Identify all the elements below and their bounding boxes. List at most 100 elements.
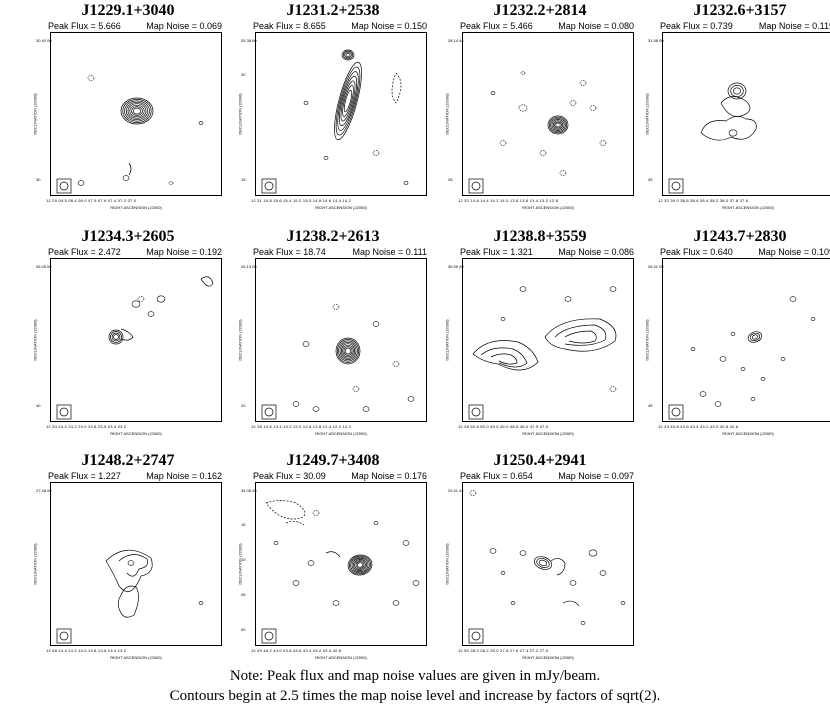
x-axis-label: RIGHT ASCENSION (J2000) <box>110 431 162 436</box>
y-tick-label: 34 08 20 <box>241 488 257 493</box>
x-axis-label: RIGHT ASCENSION (J2000) <box>110 205 162 210</box>
source-name: J1234.3+2605 <box>81 228 175 245</box>
x-tick-labels: 12 29 04.5 08.4 08.0 07.9 07.6 07.4 07.2… <box>46 198 137 203</box>
source-panel: J1231.2+2538 Peak Flux = 8.655 Map Noise =… <box>233 2 433 224</box>
x-tick-labels: 12 32 39.0 38.8 38.6 38.4 38.2 38.0 37.8… <box>658 198 749 203</box>
y-axis-label-box: DECLINATION (J2000) <box>235 32 245 196</box>
contour-plot <box>56 276 214 420</box>
map-noise-label: Map Noise = 0.162 <box>146 471 222 481</box>
y-tick-label: 31 58 00 <box>648 38 664 43</box>
y-axis-label-box: DECLINATION (J2000) <box>442 32 452 196</box>
source-panel: J1238.2+2613 Peak Flux = 18.74 Map Noise =… <box>233 228 433 450</box>
source-panel: J1232.6+3157 Peak Flux = 0.739 Map Noise =… <box>640 2 830 224</box>
y-axis-label: DECLINATION (J2000) <box>237 543 243 585</box>
map-noise-label: Map Noise = 0.069 <box>146 21 222 31</box>
x-axis-label: RIGHT ASCENSION (J2000) <box>110 655 162 660</box>
source-name: J1238.2+2613 <box>286 228 380 245</box>
source-name: J1231.2+2538 <box>286 2 380 19</box>
peak-flux-label: Peak Flux = 0.739 <box>660 21 733 31</box>
peak-flux-label: Peak Flux = 2.472 <box>48 247 121 257</box>
contour-plot <box>668 296 816 420</box>
contour-map <box>662 258 830 422</box>
source-panel: J1234.3+2605 Peak Flux = 2.472 Map Noise =… <box>28 228 228 450</box>
y-axis-label: DECLINATION (J2000) <box>444 543 450 585</box>
y-tick-label: 45 <box>648 177 653 182</box>
map-noise-label: Map Noise = 0.109 <box>758 247 830 257</box>
caption-note-line-2: Contours begin at 2.5 times the map nois… <box>169 688 661 704</box>
source-panel: J1250.4+2941 Peak Flux = 0.654 Map Noise =… <box>440 452 640 674</box>
contour-plot <box>468 490 626 644</box>
y-tick-label: 27 48 00 <box>36 488 52 493</box>
map-noise-label: Map Noise = 0.192 <box>146 247 222 257</box>
contour-map <box>462 258 634 422</box>
x-tick-labels: 12 43 43.8 43.6 43.4 43.2 43.0 42.8 42.6 <box>658 424 739 429</box>
y-tick-label: 05 <box>241 592 246 597</box>
peak-flux-label: Peak Flux = 8.655 <box>253 21 326 31</box>
peak-flux-label: Peak Flux = 1.227 <box>48 471 121 481</box>
map-noise-label: Map Noise = 0.111 <box>352 247 427 257</box>
source-name: J1243.7+2830 <box>693 228 787 245</box>
x-axis-label: RIGHT ASCENSION (J2000) <box>522 655 574 660</box>
contour-map <box>462 482 634 646</box>
contour-map <box>50 258 222 422</box>
y-axis-label: DECLINATION (J2000) <box>32 93 38 135</box>
x-axis-label: RIGHT ASCENSION (J2000) <box>722 205 774 210</box>
map-noise-label: Map Noise = 0.080 <box>558 21 634 31</box>
y-tick-label: 28 <box>448 177 453 182</box>
x-axis-label: RIGHT ASCENSION (J2000) <box>522 205 574 210</box>
map-noise-label: Map Noise = 0.119 <box>758 21 830 31</box>
y-axis-label: DECLINATION (J2000) <box>644 93 650 135</box>
source-panel: J1249.7+3408 Peak Flux = 30.09 Map Noise =… <box>233 452 433 674</box>
y-axis-label-box: DECLINATION (J2000) <box>442 482 452 646</box>
contour-map <box>255 482 427 646</box>
y-tick-label: 15 <box>241 522 246 527</box>
y-axis-label-box: DECLINATION (J2000) <box>30 32 40 196</box>
y-tick-label: 30 <box>36 177 41 182</box>
x-tick-labels: 12 50 28.3 28.2 28.0 27.8 27.6 27.4 27.2… <box>458 648 549 653</box>
map-noise-label: Map Noise = 0.176 <box>351 471 427 481</box>
x-tick-labels: 12 31 15.8 15.6 15.4 15.2 15.0 14.8 14.6… <box>251 198 352 203</box>
peak-flux-label: Peak Flux = 18.74 <box>253 247 326 257</box>
y-axis-label: DECLINATION (J2000) <box>644 319 650 361</box>
map-noise-label: Map Noise = 0.097 <box>558 471 634 481</box>
map-noise-label: Map Noise = 0.086 <box>558 247 634 257</box>
y-tick-label: 20 <box>241 403 246 408</box>
source-name: J1248.2+2747 <box>81 452 175 469</box>
peak-flux-label: Peak Flux = 5.466 <box>460 21 533 31</box>
source-name: J1232.6+3157 <box>693 2 787 19</box>
y-axis-label: DECLINATION (J2000) <box>237 319 243 361</box>
contour-plot <box>261 49 409 194</box>
y-axis-label-box: DECLINATION (J2000) <box>642 32 652 196</box>
source-name: J1232.2+2814 <box>493 2 587 19</box>
y-tick-label: 30 40 00 <box>36 38 52 43</box>
map-noise-label: Map Noise = 0.150 <box>351 21 427 31</box>
contour-plot <box>56 75 204 194</box>
source-panel: J1229.1+3040 Peak Flux = 5.666 Map Noise =… <box>28 2 228 224</box>
contour-map <box>50 32 222 196</box>
y-axis-label: DECLINATION (J2000) <box>237 93 243 135</box>
caption-note-line-1: Note: Peak flux and map noise values are… <box>229 668 601 684</box>
contour-plot <box>261 304 415 420</box>
contour-plot <box>468 71 607 194</box>
y-axis-label-box: DECLINATION (J2000) <box>30 482 40 646</box>
source-panel: J1248.2+2747 Peak Flux = 1.227 Map Noise =… <box>28 452 228 674</box>
y-axis-label-box: DECLINATION (J2000) <box>642 258 652 422</box>
y-tick-label: 29 41 44 <box>448 488 464 493</box>
x-tick-labels: 12 38 13.6 13.4 13.2 13.0 12.8 12.6 12.4… <box>251 424 352 429</box>
source-name: J1238.8+3559 <box>493 228 587 245</box>
y-tick-label: 10 <box>241 557 246 562</box>
x-axis-label: RIGHT ASCENSION (J2000) <box>315 655 367 660</box>
y-tick-label: 25 38 00 <box>241 38 257 43</box>
y-tick-label: 40 <box>36 403 41 408</box>
source-name: J1250.4+2941 <box>493 452 587 469</box>
y-tick-label: 35 59 20 <box>448 264 464 269</box>
source-panel: J1232.2+2814 Peak Flux = 5.466 Map Noise =… <box>440 2 640 224</box>
x-axis-label: RIGHT ASCENSION (J2000) <box>315 205 367 210</box>
y-axis-label: DECLINATION (J2000) <box>32 543 38 585</box>
x-tick-labels: 12 34 24.4 24.2 24.0 23.8 23.6 23.4 23.2 <box>46 424 127 429</box>
y-tick-label: 45 <box>648 403 653 408</box>
y-tick-label: 28 31 05 <box>648 264 664 269</box>
y-tick-label: 26 13 00 <box>241 264 257 269</box>
x-tick-labels: 12 48 14.4 14.2 14.0 13.8 13.6 13.4 13.2 <box>46 648 127 653</box>
x-tick-labels: 12 38 50.5 50.0 49.5 49.0 48.5 48.0 47.5… <box>458 424 549 429</box>
